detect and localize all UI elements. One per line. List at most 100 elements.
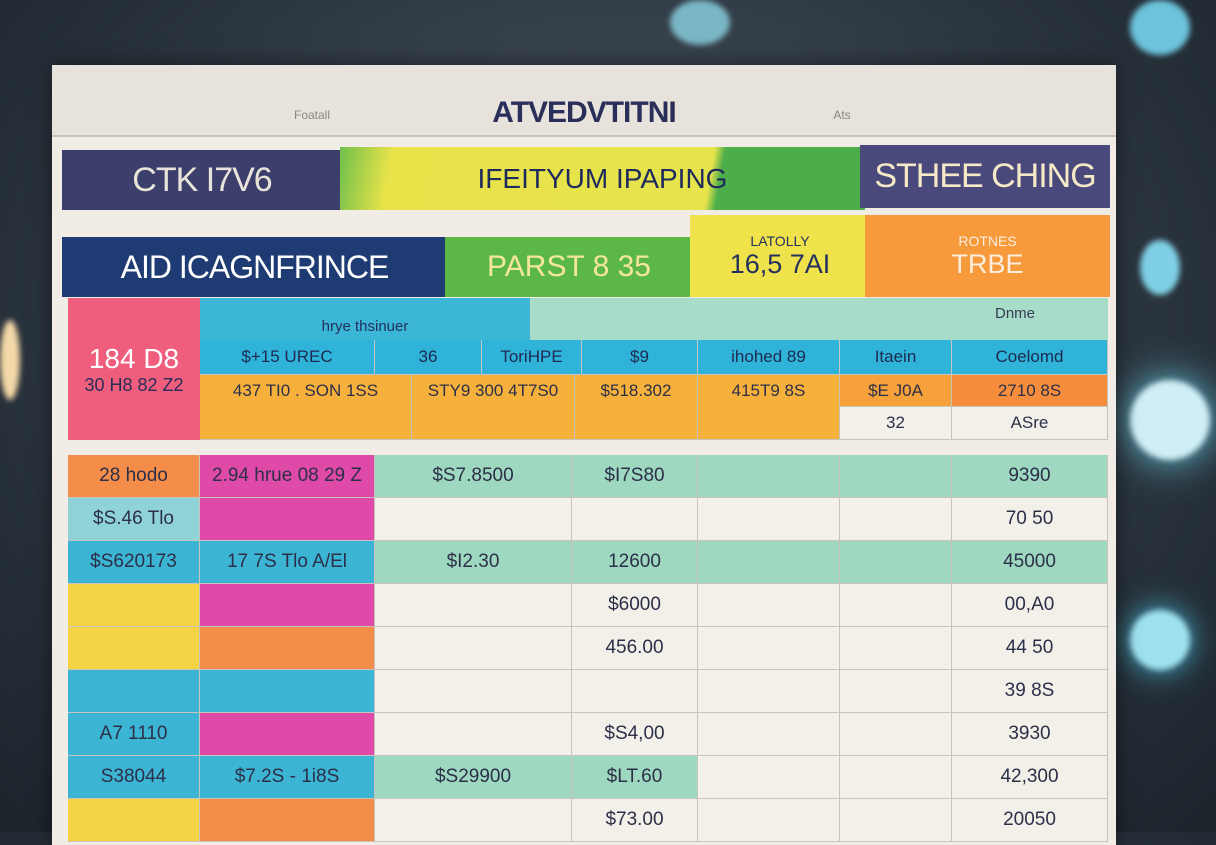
header-bar: ATVEDVTITNI [52,65,1116,137]
cell [840,756,952,799]
cell [375,670,572,713]
cell: 00,A0 [952,584,1108,627]
column-header: 36 [375,340,482,375]
cell: 2.94 hrue 08 29 Z [200,455,375,498]
note: Dnme [994,304,1035,322]
side-block: 184 D8 30 H8 82 Z2 [68,298,200,440]
group-header: hrye thsinuer [200,298,530,340]
cell: $6000 [572,584,698,627]
cell: 17 7S Tlo A/El [200,541,375,584]
cell: 39 8S [952,670,1108,713]
cell [68,670,200,713]
cell [68,799,200,842]
column-header: $+15 UREC [200,340,375,375]
cell [698,670,840,713]
cell: 456.00 [572,627,698,670]
bokeh [1130,610,1190,670]
tag-value: TRBE [951,248,1024,279]
stat-value: 16,5 7AI [729,248,831,279]
cell [200,498,375,541]
bokeh [1140,240,1180,295]
cell: $73.00 [572,799,698,842]
cell [698,455,840,498]
cell [375,498,572,541]
side-value: 30 H8 82 Z2 [84,374,184,395]
banner: STHEE CHING [860,145,1110,208]
cell: $S620173 [68,541,200,584]
banner-text: IFEITYUM IPAPING [477,162,728,194]
cell: $S29900 [375,756,572,799]
cell [698,756,840,799]
column-header: ToriHPE [482,340,582,375]
cell [572,498,698,541]
cell: 70 50 [952,498,1108,541]
summary: PARST 8 35 [445,237,693,297]
note: Ats [833,108,851,122]
column-header: Itaein [840,340,952,375]
cell: $S7.8500 [375,455,572,498]
cell: $S.46 Tlo [68,498,200,541]
cell: A7 1110 [68,713,200,756]
column-header: $9 [582,340,698,375]
cell [698,541,840,584]
note: Foatall [293,108,331,122]
cell: 3930 [952,713,1108,756]
cell: 45000 [952,541,1108,584]
cell [840,713,952,756]
cell [200,584,375,627]
side-value: 184 D8 [88,342,180,374]
cell [840,627,952,670]
cell [698,713,840,756]
cell [698,584,840,627]
cell: ASre [952,407,1108,440]
bokeh [0,320,20,400]
cell: 44 50 [952,627,1108,670]
cell [375,799,572,842]
banner: CTK I7V6 [62,150,342,210]
cell [375,713,572,756]
cell [698,799,840,842]
cell [840,670,952,713]
summary: AID ICAGNFRINCE [62,237,447,297]
cell: 2710 8S [952,375,1108,407]
title: ATVEDVTITNI [492,96,676,129]
cell [200,670,375,713]
banner: IFEITYUM IPAPING [340,147,865,210]
stat: LATOLLY 16,5 7AI [690,215,870,297]
cell [375,584,572,627]
cell: $I7S80 [572,455,698,498]
cell: 42,300 [952,756,1108,799]
column-header: ihohed 89 [698,340,840,375]
cell: 437 TI0 . SON 1SS [200,375,412,440]
cell: $7.2S - 1i8S [200,756,375,799]
cell: $E J0A [840,375,952,407]
cell [200,713,375,756]
cell: 32 [840,407,952,440]
cell: $LT.60 [572,756,698,799]
cell: $S4,00 [572,713,698,756]
column-header: Coelomd [952,340,1108,375]
tag: ROTNES TRBE [865,215,1110,297]
board: ATVEDVTITNI Foatall Ats CTK I7V6 IFEITYU… [52,65,1116,845]
cell: $I2.30 [375,541,572,584]
cell [375,627,572,670]
cell [840,799,952,842]
cell [840,498,952,541]
cell [840,541,952,584]
bokeh [1130,0,1190,55]
cell: 28 hodo [68,455,200,498]
cell [200,799,375,842]
cell: S38044 [68,756,200,799]
tag-label: ROTNES [958,232,1017,249]
cell: 20050 [952,799,1108,842]
cell [200,627,375,670]
cell [698,627,840,670]
header-band [530,298,1108,340]
cell: $518.302 [575,375,698,440]
cell [572,670,698,713]
cell [698,498,840,541]
cell: 9390 [952,455,1108,498]
cell [840,584,952,627]
cell: 12600 [572,541,698,584]
